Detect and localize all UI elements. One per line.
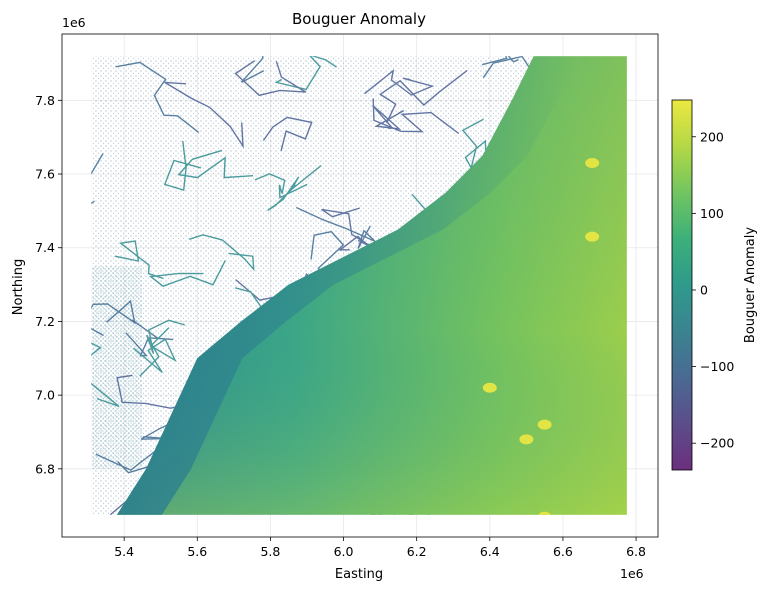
station-track (114, 240, 164, 280)
colorbar-tick-label: −200 (700, 436, 734, 451)
station-track (164, 81, 244, 149)
x-tick-label: 6.2 (407, 544, 427, 559)
station-track (296, 206, 376, 249)
x-tick-label: 6.4 (480, 544, 500, 559)
y-offset-label: 1e6 (62, 15, 86, 30)
station-track (177, 149, 254, 179)
x-tick-label: 5.4 (114, 544, 134, 559)
colorbar-tick-label: 100 (700, 206, 724, 221)
chart-title: Bouguer Anomaly (292, 10, 426, 28)
scatter-data (91, 56, 627, 515)
anomaly-hotspot (482, 382, 497, 393)
land-stations (91, 56, 534, 515)
colorbar: −200 −100 0 100 200 Bouguer Anomaly (671, 99, 758, 471)
station-track (139, 319, 185, 377)
y-tick-label: 6.8 (35, 461, 55, 476)
station-track (267, 165, 322, 212)
anomaly-hotspot (537, 419, 552, 430)
x-tick-label: 5.8 (260, 544, 280, 559)
colorbar-tick-label: −100 (700, 359, 734, 374)
land-dense-stations (91, 266, 143, 469)
anomaly-hotspot (519, 434, 534, 445)
y-tick-label: 7.8 (35, 93, 55, 108)
station-track (115, 61, 200, 133)
station-track (481, 56, 519, 66)
plot-frame (61, 33, 659, 538)
x-tick-label: 6.8 (626, 544, 646, 559)
x-tick-label: 6.6 (553, 544, 573, 559)
station-track (234, 60, 307, 97)
station-track (254, 173, 308, 199)
anomaly-hotspot (585, 157, 600, 168)
y-tick-label: 7.6 (35, 167, 55, 182)
y-axis-label: Northing (11, 259, 26, 315)
station-track (91, 342, 120, 407)
y-tick-label: 7.0 (35, 388, 55, 403)
colorbar-tick-label: 0 (700, 282, 708, 297)
x-tick-label: 5.6 (187, 544, 207, 559)
y-tick-label: 7.4 (35, 240, 55, 255)
y-tick-label: 7.2 (35, 314, 55, 329)
station-track (148, 260, 226, 287)
y-axis: 6.8 7.0 7.2 7.4 7.6 7.8 (35, 93, 62, 476)
station-track (240, 56, 265, 83)
colorbar-gradient (671, 99, 693, 471)
colorbar-tick-label: 200 (700, 129, 724, 144)
station-track (91, 299, 136, 337)
x-axis: 5.4 5.6 5.8 6.0 6.2 6.4 6.6 6.8 (114, 537, 646, 559)
x-axis-label: Easting (335, 567, 383, 582)
anomaly-hotspot (538, 511, 552, 515)
station-track (188, 234, 255, 272)
station-track (364, 68, 435, 96)
colorbar-ticks: −200 −100 0 100 200 (692, 129, 734, 451)
anomaly-hotspot (585, 231, 600, 242)
colorbar-label: Bouguer Anomaly (743, 227, 758, 343)
x-tick-label: 6.0 (334, 544, 354, 559)
x-offset-label: 1e6 (620, 566, 644, 581)
plot-area (61, 33, 659, 538)
station-track (274, 56, 337, 91)
station-track (379, 69, 468, 124)
continental-shelf (116, 56, 579, 515)
station-track (372, 98, 460, 135)
station-track (163, 140, 202, 192)
station-track (262, 116, 313, 151)
